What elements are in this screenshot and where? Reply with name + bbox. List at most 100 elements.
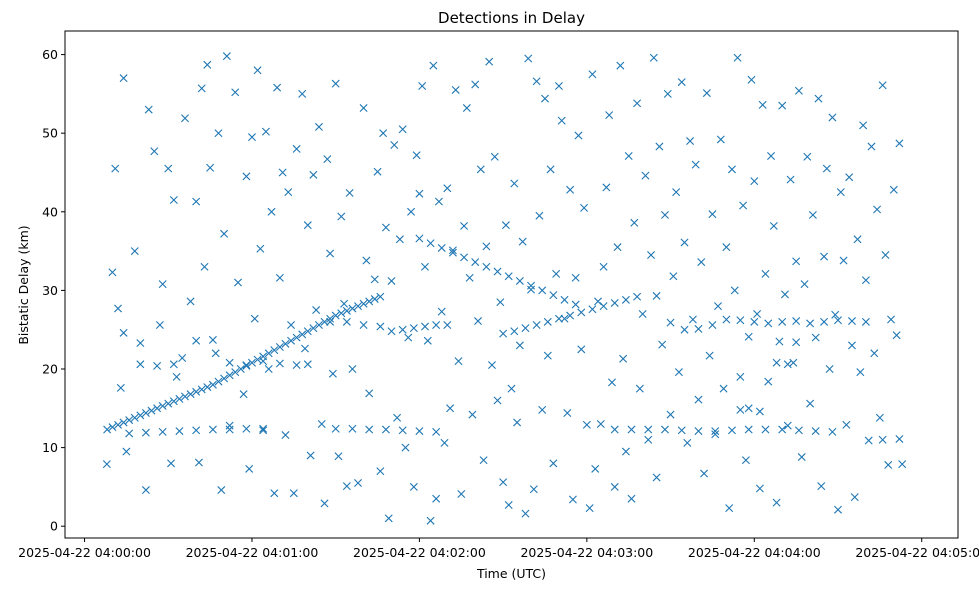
data-point [549,459,558,468]
data-point [521,509,530,518]
data-point [125,429,134,438]
data-point [655,142,664,151]
data-point [591,464,600,473]
data-point [208,425,217,434]
data-point [820,317,829,326]
data-point [153,404,162,413]
data-point [719,384,728,393]
y-tick-label: 30 [42,283,58,298]
data-point [607,378,616,387]
data-point [292,361,301,370]
data-point [532,320,541,329]
data-point [856,368,865,377]
data-point [814,94,823,103]
data-point [103,425,112,434]
data-point [423,336,432,345]
data-point [401,443,410,452]
data-point [192,336,201,345]
data-point [764,319,773,328]
y-axis: 0 10 20 30 40 50 60 [42,47,65,534]
data-point [688,315,697,324]
data-point [259,424,268,433]
data-point [247,358,256,367]
data-point [303,327,312,336]
data-point [471,258,480,267]
data-point [783,360,792,369]
data-point [476,165,485,174]
data-point [387,327,396,336]
data-point [758,100,767,109]
data-point [493,267,502,276]
data-point [669,272,678,281]
data-point [638,309,647,318]
data-point [181,114,189,123]
data-point [440,438,449,447]
data-point [342,482,351,491]
data-point [379,129,388,138]
data-point [870,349,879,358]
data-point [172,372,181,381]
data-point [471,80,480,89]
data-point [652,291,661,300]
data-point [574,131,583,140]
data-point [225,358,234,367]
data-point [792,338,801,347]
data-point [596,420,605,429]
data-point [588,70,597,79]
y-tick-label: 0 [50,519,58,534]
data-point [761,425,770,434]
data-point [524,54,533,63]
data-point [627,494,636,503]
data-point [485,57,494,66]
data-point [256,244,265,253]
data-point [155,320,164,329]
data-point [409,482,418,491]
x-tick-label: 2025-04-22 04:01:00 [186,545,319,560]
data-point [708,210,717,219]
data-point [169,360,178,369]
data-point [794,426,803,435]
data-point [778,101,787,110]
data-point [549,291,558,300]
data-point [722,315,731,324]
data-point [326,249,335,258]
data-point [889,185,898,194]
data-point [236,365,245,373]
data-point [504,501,513,509]
data-point [437,243,446,252]
data-point [878,81,887,90]
y-axis-label: Bistatic Delay (km) [16,225,31,344]
data-point [443,184,452,193]
data-point [206,163,215,172]
data-point [108,423,117,432]
data-point [727,426,736,435]
data-point [630,218,639,227]
data-point [560,295,569,304]
data-point [666,410,675,419]
data-point [716,135,725,144]
data-point [270,489,279,498]
data-point [490,152,499,161]
data-point [895,139,904,148]
y-tick-label: 20 [42,362,58,377]
data-point [345,188,354,197]
data-point [203,60,212,69]
data-point [577,345,586,354]
data-point [130,247,139,256]
data-point [314,320,323,329]
data-point [144,105,153,114]
data-point [750,317,759,326]
data-point [585,504,594,513]
data-point [898,460,907,469]
data-point [808,210,817,219]
data-point [337,212,346,221]
data-point [479,456,488,465]
data-point [563,409,572,418]
data-point [658,340,667,349]
data-point [652,473,661,482]
data-point [275,343,284,351]
data-point [337,309,346,318]
data-point [741,456,750,465]
data-point [895,434,904,443]
